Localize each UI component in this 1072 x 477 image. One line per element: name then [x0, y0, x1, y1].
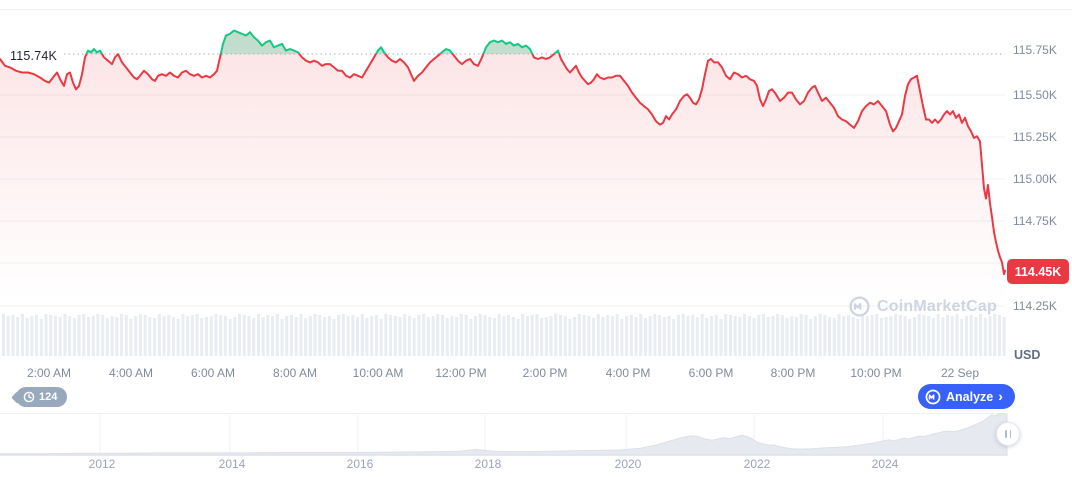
analyze-label: Analyze: [946, 389, 994, 404]
range-navigator-chart[interactable]: [0, 413, 1020, 457]
year-label: 2024: [871, 457, 899, 471]
chevron-right-icon: ›: [998, 388, 1003, 404]
x-axis-label: 2:00 PM: [522, 366, 568, 380]
year-label: 2020: [614, 457, 642, 471]
handle-grip-icon: [1009, 430, 1011, 438]
y-axis-label: 115.50K: [1013, 88, 1057, 102]
y-axis-label: 115.75K: [1013, 43, 1057, 57]
coinmarketcap-logo-icon: [849, 296, 870, 317]
x-axis-label: 2:00 AM: [26, 366, 72, 380]
year-label: 2014: [218, 457, 246, 471]
history-count: 124: [39, 391, 58, 403]
y-axis-label: 115.00K: [1013, 172, 1057, 186]
widget-top-border: [0, 9, 1072, 10]
main-price-chart[interactable]: [0, 0, 1072, 413]
volume-bars: [2, 314, 1006, 356]
x-axis-label: 22 Sep: [940, 366, 980, 380]
x-axis-label: 8:00 AM: [272, 366, 318, 380]
analyze-button[interactable]: Analyze ›: [918, 384, 1015, 409]
year-label: 2012: [88, 457, 116, 471]
coinmarketcap-watermark: CoinMarketCap: [849, 296, 997, 317]
x-axis-label: 6:00 PM: [688, 366, 734, 380]
currency-unit-label: USD: [1014, 348, 1041, 362]
year-label: 2022: [743, 457, 771, 471]
x-axis-label: 4:00 AM: [108, 366, 154, 380]
navigator-resize-handle[interactable]: [996, 422, 1020, 446]
x-axis-label: 10:00 PM: [850, 366, 902, 380]
open-price-label: 115.74K: [10, 49, 58, 63]
current-price-badge: 114.45K: [1007, 259, 1069, 284]
y-axis-label: 115.25K: [1013, 130, 1057, 144]
history-clock-icon: [23, 391, 35, 403]
watermark-text: CoinMarketCap: [877, 297, 997, 315]
x-axis-label: 6:00 AM: [190, 366, 236, 380]
x-axis-label: 4:00 PM: [605, 366, 651, 380]
y-axis-label: 114.25K: [1013, 299, 1057, 313]
x-axis-label: 10:00 AM: [352, 366, 404, 380]
year-label: 2016: [346, 457, 374, 471]
x-axis-label: 12:00 PM: [435, 366, 487, 380]
handle-grip-icon: [1005, 430, 1007, 438]
x-axis-label: 8:00 PM: [770, 366, 816, 380]
analyze-logo-icon: [925, 389, 941, 404]
y-axis-label: 114.75K: [1013, 214, 1057, 228]
history-count-badge[interactable]: 124: [11, 387, 68, 407]
year-label: 2018: [474, 457, 502, 471]
